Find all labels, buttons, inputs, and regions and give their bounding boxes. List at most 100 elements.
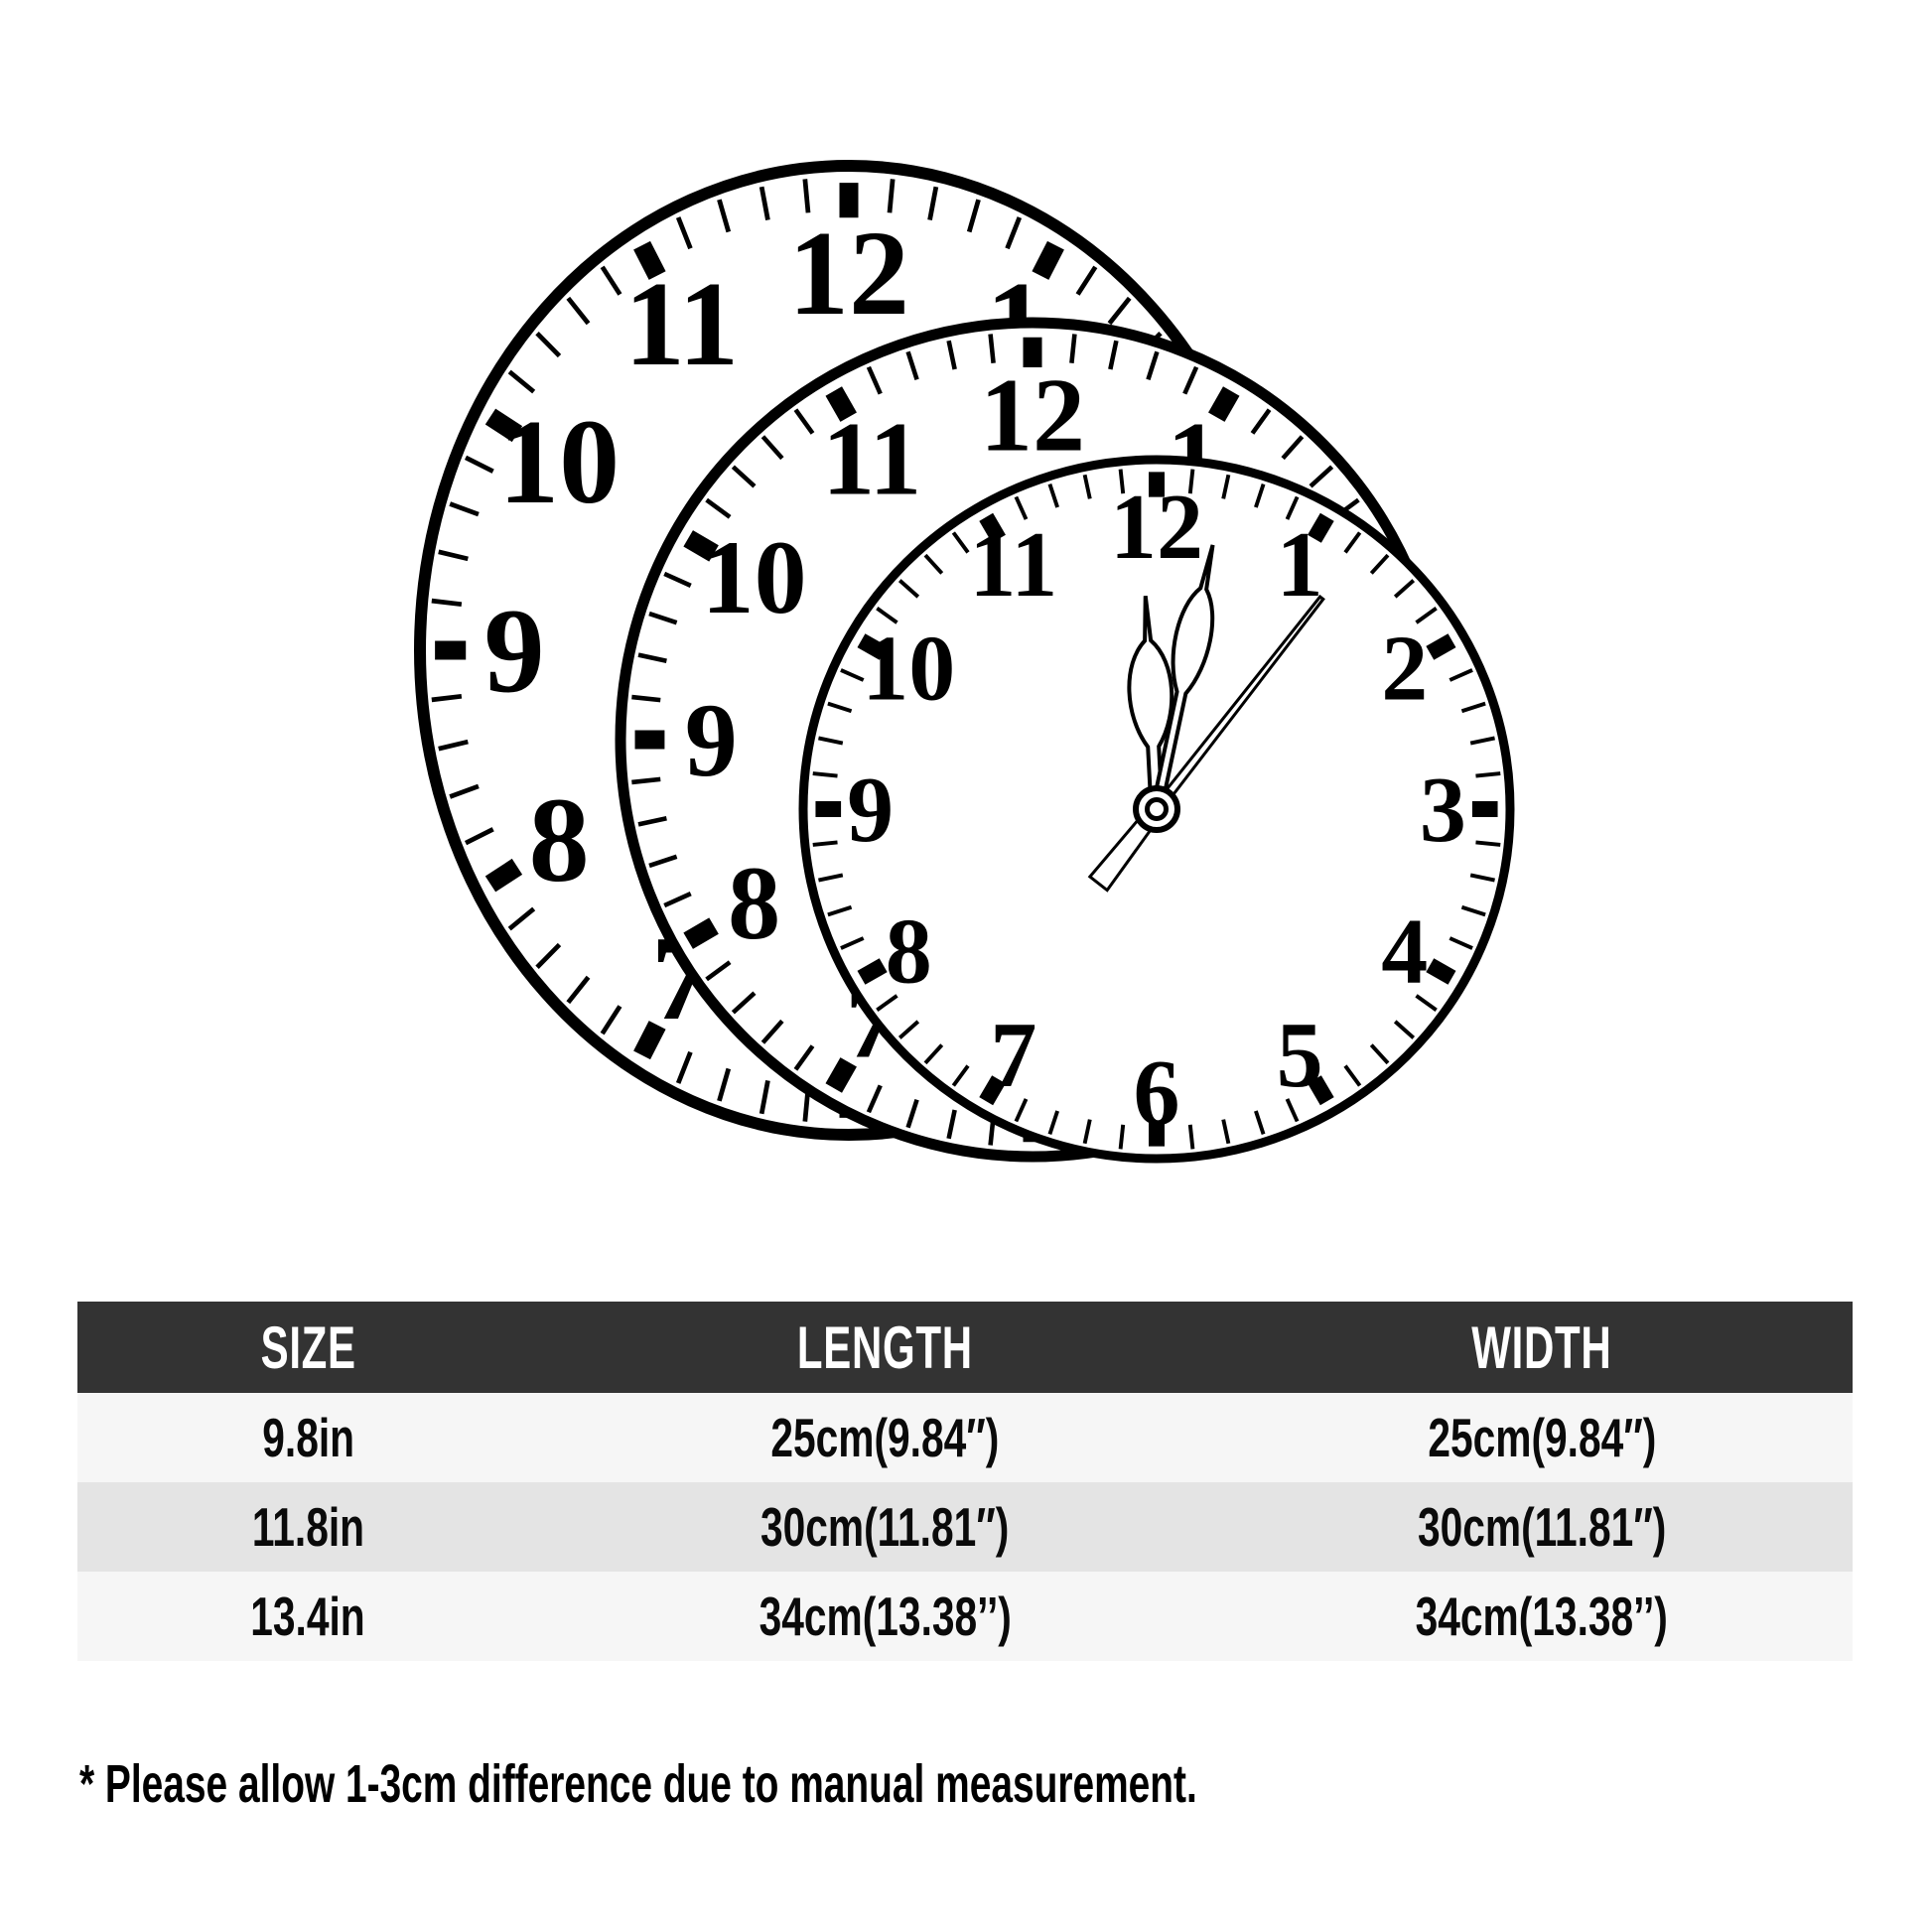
size-table: SIZE LENGTH WIDTH 9.8in 25cm(9.84″) 25cm… <box>77 1302 1853 1661</box>
minute-tick <box>731 991 757 1015</box>
minute-tick <box>637 652 667 663</box>
minute-tick <box>1146 350 1160 381</box>
minute-tick <box>1369 1043 1390 1065</box>
minute-tick <box>637 816 667 827</box>
minute-tick <box>897 1020 920 1039</box>
clock-numeral: 9 <box>847 759 894 862</box>
minute-tick <box>1369 553 1390 575</box>
clock-numeral: 4 <box>1381 900 1428 1004</box>
clock-numeral: 10 <box>862 617 955 720</box>
minute-tick <box>1393 579 1416 599</box>
hour-tick <box>979 1075 1006 1106</box>
minute-tick <box>897 579 920 599</box>
minute-tick <box>793 408 815 435</box>
clock-numeral: 10 <box>702 519 807 635</box>
minute-tick <box>1415 994 1438 1012</box>
minute-tick <box>1475 771 1501 778</box>
minute-tick <box>759 1079 770 1115</box>
hour-tick <box>484 858 523 893</box>
minute-tick <box>1343 531 1362 554</box>
minute-tick <box>966 199 981 233</box>
minute-tick <box>1254 1110 1266 1136</box>
length-column-header: LENGTH <box>797 1313 973 1381</box>
minute-tick <box>731 465 757 488</box>
clock-numeral: 9 <box>484 584 545 718</box>
minute-tick <box>1460 701 1486 714</box>
minute-tick <box>812 771 838 778</box>
minute-tick <box>1187 1124 1195 1150</box>
minute-tick <box>1047 1110 1059 1136</box>
hour-tick <box>683 530 719 562</box>
minute-tick <box>717 1067 732 1102</box>
hour-tick <box>979 512 1006 543</box>
hour-tick <box>1308 512 1334 543</box>
hour-tick <box>484 408 523 443</box>
minute-tick <box>988 334 996 363</box>
width-column-header: WIDTH <box>1471 1313 1612 1381</box>
minute-tick <box>431 693 463 703</box>
size-cell: 11.8in <box>251 1496 364 1558</box>
minute-tick <box>675 216 693 250</box>
size-table-header-row: SIZE LENGTH WIDTH <box>77 1302 1853 1393</box>
clock-numeral: 5 <box>1277 1004 1323 1107</box>
minute-tick <box>1082 474 1092 499</box>
minute-tick <box>507 906 536 931</box>
clock-numeral: 11 <box>624 257 739 391</box>
width-cell: 25cm(9.84″) <box>1428 1407 1657 1468</box>
minute-tick <box>464 455 494 474</box>
hour-tick <box>683 917 719 949</box>
minute-tick <box>1118 469 1126 494</box>
width-cell: 30cm(11.81″) <box>1417 1496 1667 1558</box>
minute-tick <box>1460 904 1486 917</box>
minute-tick <box>866 365 883 395</box>
minute-tick <box>631 694 661 703</box>
clock-numeral: 3 <box>1420 759 1466 862</box>
clock-numeral: 8 <box>728 845 780 961</box>
clock-numeral: 11 <box>822 400 921 516</box>
minute-tick <box>840 668 865 682</box>
clock-numeral: 10 <box>498 395 620 529</box>
hour-tick <box>857 958 888 985</box>
size-column-header: SIZE <box>260 1313 356 1381</box>
minute-tick <box>1449 936 1473 950</box>
hour-tick <box>1426 958 1456 985</box>
minute-tick <box>946 340 957 370</box>
clock-numeral: 8 <box>529 773 590 907</box>
minute-tick <box>1281 435 1305 461</box>
minute-tick <box>1047 483 1059 508</box>
clock-numeral: 1 <box>1277 513 1323 617</box>
minute-tick <box>1187 469 1195 494</box>
minute-tick <box>818 736 844 746</box>
clock-stack-illustration: 1234567891011121234567891011121234567891… <box>414 160 1515 1164</box>
hour-tick <box>1308 1075 1334 1106</box>
minute-tick <box>648 611 678 625</box>
minute-tick <box>464 827 494 846</box>
clock-numeral: 7 <box>990 1004 1036 1107</box>
table-row-13-4in: 13.4in 34cm(13.38’’) 34cm(13.38’’) <box>77 1572 1853 1661</box>
minute-tick <box>535 331 562 358</box>
minute-tick <box>1221 1119 1231 1145</box>
minute-tick <box>760 435 784 461</box>
minute-tick <box>802 179 811 213</box>
minute-tick <box>927 186 939 221</box>
minute-tick <box>876 994 898 1012</box>
minute-tick <box>507 369 536 394</box>
minute-tick <box>1075 265 1098 296</box>
minute-tick <box>1014 1098 1029 1123</box>
minute-tick <box>663 571 692 588</box>
clock-numeral: 12 <box>1110 476 1203 579</box>
minute-tick <box>631 776 661 785</box>
width-cell: 34cm(13.38’’) <box>1415 1586 1669 1647</box>
clock-numeral: 9 <box>685 682 738 798</box>
hour-tick <box>1208 386 1240 422</box>
minute-tick <box>812 840 838 847</box>
hour-tick <box>633 240 666 280</box>
minute-tick <box>648 854 678 869</box>
minute-tick <box>905 1098 919 1129</box>
minute-tick <box>663 892 692 908</box>
minute-tick <box>1254 483 1266 508</box>
minute-tick <box>1069 334 1077 363</box>
minute-tick <box>827 904 853 917</box>
minute-tick <box>818 873 844 883</box>
